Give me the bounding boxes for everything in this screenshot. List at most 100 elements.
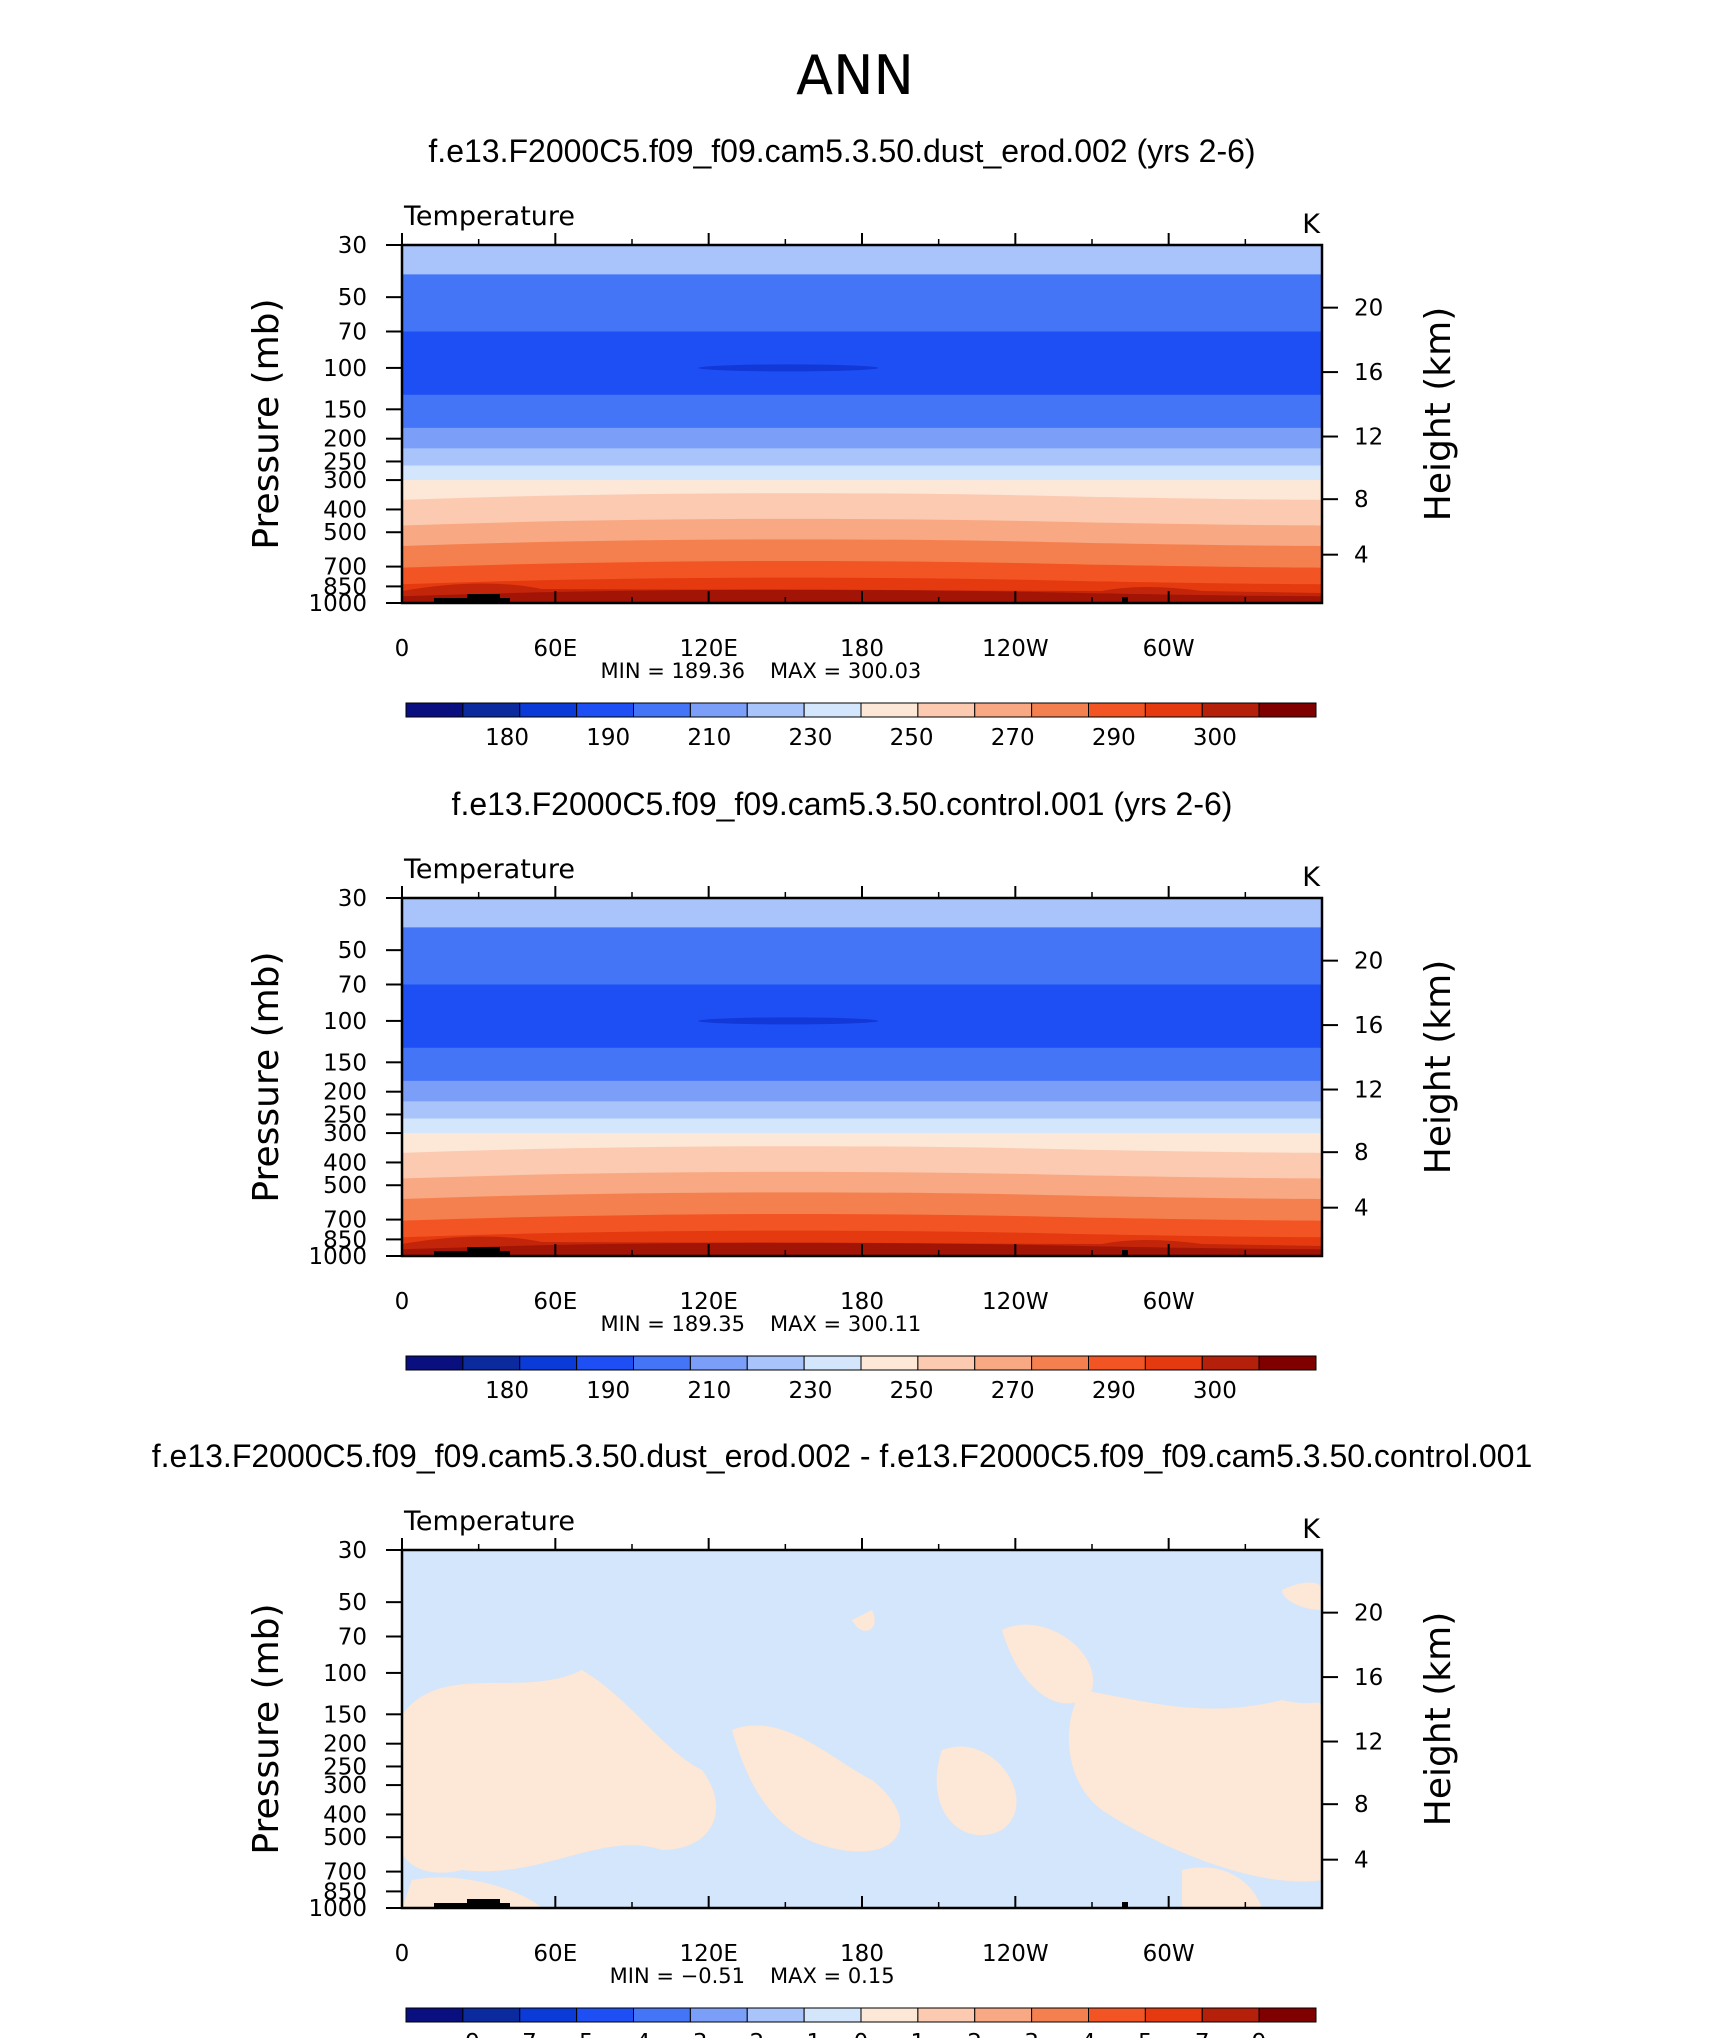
colorbar-swatch	[1088, 1355, 1146, 1371]
colorbar-label: 230	[788, 725, 832, 751]
colorbar-label: 5	[1138, 2030, 1153, 2038]
y-axis-label: Pressure (mb)	[246, 298, 287, 549]
x-tick-label: 60W	[1143, 1289, 1195, 1315]
x-tick-label: 0	[395, 1289, 410, 1315]
x-tick-label: 0	[395, 636, 410, 662]
colorbar-label: 300	[1193, 1378, 1237, 1404]
colorbar-label: 250	[890, 725, 934, 751]
colorbar-swatch	[689, 1355, 748, 1371]
min-label: MIN = −0.51	[610, 1964, 745, 1988]
y-tick-label: 300	[323, 468, 367, 494]
contour-field	[402, 245, 1322, 603]
x-tick-label: 120E	[679, 636, 737, 662]
y-tick-label: 100	[323, 1661, 367, 1687]
x-tick-label: 60W	[1143, 636, 1195, 662]
colorbar-swatch	[519, 2007, 578, 2023]
colorbar-swatch	[974, 1355, 1033, 1371]
y-right-tick-label: 20	[1354, 296, 1383, 322]
y-tick-label: 850	[323, 574, 367, 600]
colorbar-label: −3	[673, 2030, 707, 2038]
x-tick-label: 0	[395, 1941, 410, 1967]
colorbar-swatch	[746, 1355, 805, 1371]
colorbar-swatch	[746, 702, 805, 718]
x-tick-label: 60E	[533, 1941, 577, 1967]
colorbar-swatch	[462, 1355, 521, 1371]
y-tick-label: 200	[323, 1080, 367, 1106]
y-tick-label: 70	[338, 1625, 367, 1651]
colorbar-swatch	[860, 702, 919, 718]
x-tick-label: 120W	[982, 1289, 1049, 1315]
colorbar-swatch	[1031, 2007, 1089, 2023]
y-right-tick-label: 20	[1354, 1601, 1383, 1627]
figure-title: ANN	[796, 44, 914, 107]
max-label: MAX = 300.11	[770, 1312, 921, 1336]
colorbar-label: −7	[503, 2030, 537, 2038]
y-tick-label: 700	[323, 1860, 367, 1886]
colorbar-swatch	[689, 702, 748, 718]
colorbar-swatch	[1144, 2007, 1203, 2023]
y-tick-label: 500	[323, 1173, 367, 1199]
y-right-tick-label: 12	[1354, 1078, 1383, 1104]
colorbar-swatch	[462, 702, 521, 718]
colorbar-swatch	[405, 702, 464, 718]
topography-mask	[1122, 1902, 1128, 1908]
y-tick-label: 50	[338, 285, 367, 311]
y-right-axis-label: Height (km)	[1418, 1612, 1459, 1826]
panel-title: f.e13.F2000C5.f09_f09.cam5.3.50.control.…	[452, 786, 1233, 822]
y-axis-label: Pressure (mb)	[246, 951, 287, 1202]
colorbar-label: 190	[586, 1378, 630, 1404]
colorbar-swatch	[689, 2007, 748, 2023]
y-tick-label: 70	[338, 320, 367, 346]
colorbar-swatch	[1258, 2007, 1317, 2023]
colorbar-swatch	[974, 2007, 1033, 2023]
y-tick-label: 150	[323, 397, 367, 423]
colorbar-label: 290	[1092, 725, 1136, 751]
y-right-tick-label: 16	[1354, 360, 1383, 386]
colorbar-label: −5	[560, 2030, 594, 2038]
colorbar-swatch	[1201, 1355, 1260, 1371]
x-tick-label: 180	[840, 636, 884, 662]
y-right-tick-label: 8	[1354, 1140, 1369, 1166]
contour-field	[402, 1550, 1322, 1908]
y-tick-label: 250	[323, 1102, 367, 1128]
colorbar-swatch	[519, 702, 578, 718]
variable-label: Temperature	[403, 854, 575, 885]
colorbar-swatch	[1201, 2007, 1260, 2023]
y-tick-label: 850	[323, 1227, 367, 1253]
colorbar-label: 270	[991, 725, 1035, 751]
y-tick-label: 400	[323, 1150, 367, 1176]
colorbar-swatch	[1258, 1355, 1317, 1371]
colorbar-swatch	[405, 1355, 464, 1371]
colorbar-swatch	[746, 2007, 805, 2023]
y-right-tick-label: 4	[1354, 1848, 1369, 1874]
y-tick-label: 150	[323, 1702, 367, 1728]
colorbar-swatch	[860, 2007, 919, 2023]
max-label: MAX = 300.03	[770, 659, 921, 683]
y-right-tick-label: 4	[1354, 543, 1369, 569]
colorbar-swatch	[633, 2007, 691, 2023]
y-axis-label: Pressure (mb)	[246, 1603, 287, 1854]
colorbar-label: 2	[967, 2030, 982, 2038]
y-tick-label: 30	[338, 1538, 367, 1564]
y-right-tick-label: 4	[1354, 1196, 1369, 1222]
variable-label: Temperature	[403, 1506, 575, 1537]
colorbar-label: 180	[485, 1378, 529, 1404]
colorbar-label: 290	[1092, 1378, 1136, 1404]
panels: f.e13.F2000C5.f09_f09.cam5.3.50.dust_ero…	[152, 133, 1533, 2038]
colorbar-swatch	[803, 2007, 862, 2023]
colorbar-label: −9	[446, 2030, 480, 2038]
colorbar-label: 180	[485, 725, 529, 751]
units-label: K	[1302, 209, 1321, 240]
colorbar-label: 300	[1193, 725, 1237, 751]
contour-band	[402, 1670, 717, 1873]
y-tick-label: 200	[323, 1732, 367, 1758]
y-tick-label: 1000	[308, 1896, 367, 1922]
chart-panel-3: f.e13.F2000C5.f09_f09.cam5.3.50.dust_ero…	[152, 1438, 1533, 2038]
contour-band	[1182, 1867, 1262, 1908]
contour-min-core	[698, 1017, 879, 1025]
colorbar-swatch	[803, 1355, 862, 1371]
colorbar-swatch	[1031, 702, 1089, 718]
topography-mask	[1122, 597, 1128, 603]
colorbar-swatch	[974, 702, 1033, 718]
x-tick-label: 120W	[982, 1941, 1049, 1967]
